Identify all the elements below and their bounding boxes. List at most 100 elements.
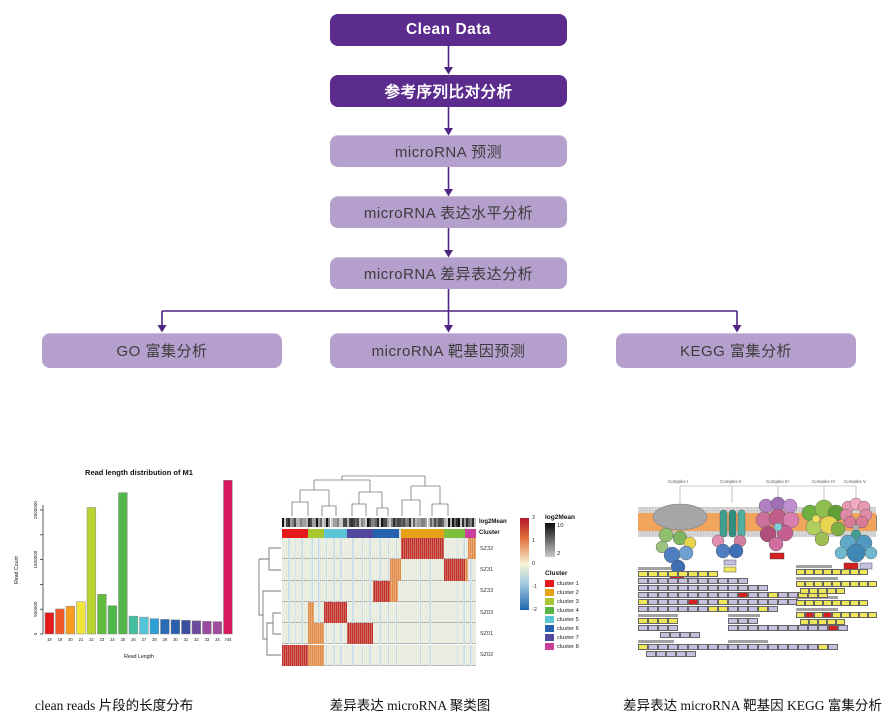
annotation-cell [326,518,329,527]
gene-cell [658,618,668,624]
annotation-cell [471,518,474,527]
bar-28 [149,618,160,635]
log2mean-legend: log2Mean 10 2 [545,514,575,557]
x-tick-label: 30 [173,637,178,642]
gene-cell [805,612,814,618]
gene-cell [686,651,696,657]
y-tick-label: 2500000 [33,501,38,519]
annotation-cell [433,518,436,527]
cluster-legend-label: cluster 3 [557,598,579,605]
gene-cell [698,571,708,577]
cluster-swatch [545,643,554,650]
annotation-cell [348,518,351,527]
annotation-cell [473,518,476,527]
x-tick-label: 31 [184,637,189,642]
x-axis-title: Read Length [124,654,154,660]
gene-cell [800,588,809,594]
gene-cell [859,569,868,575]
gene-cell [814,600,823,606]
colorbar-tick: 1 [532,538,536,544]
gene-cell [668,592,678,598]
gene-cell [688,571,698,577]
x-tick-label: 33 [205,637,210,642]
gene-cell [738,606,748,612]
gene-cell [658,585,668,591]
gene-cell [658,644,668,650]
caption-kegg: 差异表达 microRNA 靶基因 KEGG 富集分析 [623,698,882,713]
gene-cell [758,592,768,598]
bar-22 [86,507,97,635]
cluster-swatch [545,589,554,596]
cluster-legend-label: cluster 5 [557,616,579,623]
x-tick-label: 22 [89,637,94,642]
annotation-cell [316,518,319,527]
gene-cell [796,581,805,587]
gene-cell [809,619,818,625]
bar-31 [181,620,191,635]
row-label-SZ32: SZ32 [480,545,494,552]
gene-cell [648,606,658,612]
cluster-swatch [545,625,554,632]
gene-cell [809,588,818,594]
gene-cell [818,625,828,631]
gene-cell [688,578,698,584]
gene-cell [841,581,850,587]
annotation-cell [429,518,432,527]
annotation-cell [328,518,331,527]
gene-cell [668,599,678,605]
gene-cell [638,606,648,612]
bar-26 [128,615,139,635]
gene-cell [778,592,788,598]
colorbar-tick: -1 [532,584,537,590]
annotation-cell [441,518,444,527]
gene-cell [728,625,738,631]
cluster-swatch [545,634,554,641]
x-tick-label: 24 [110,637,115,642]
gene-cell [796,569,805,575]
gene-cell [668,585,678,591]
gene-cell [768,625,778,631]
annotation-cell [411,518,414,527]
gene-cell [832,600,841,606]
annotation-cell [320,518,323,527]
annotation-cell [451,518,454,527]
row-label-SZ31: SZ31 [480,567,494,573]
gene-cell [668,618,678,624]
flow-node-target-prediction: microRNA 靶基因预测 [330,333,567,368]
arrowhead [444,67,453,75]
gene-cell [818,619,827,625]
gene-cell [778,599,788,605]
cluster-legend-item: cluster 8 [545,642,579,651]
annotation-cell [431,518,434,527]
cluster-legend-label: cluster 4 [557,607,579,614]
gene-cell [758,599,768,605]
annotation-cell [419,518,422,527]
gene-cell [660,632,670,638]
gene-cell [728,644,738,650]
gene-cell [800,619,809,625]
gene-cell [658,592,668,598]
annotation-cell [356,518,359,527]
gene-cell [658,606,668,612]
annotation-cell [374,518,377,527]
annotation-cell [372,518,375,527]
cluster-annotation-segment [323,528,347,538]
gene-cell [718,592,728,598]
gene-cell [868,612,877,618]
gene-cell [638,592,648,598]
figure-read-length-distribution: Read length distribution of M1 0 500000 150… [5,462,245,674]
gene-cell [859,600,868,606]
y-tick-label: 500000 [33,601,38,617]
gene-cell [778,625,788,631]
gene-cell [668,606,678,612]
cluster-legend: Cluster cluster 1 cluster 2 cluster 3 clust… [545,570,579,651]
flow-node-kegg-enrichment: KEGG 富集分析 [616,333,856,368]
gene-cell [814,581,823,587]
gene-cell [768,599,778,605]
bar-18 [44,612,55,635]
gene-cell [718,606,728,612]
log2mean-legend-title: log2Mean [545,514,575,521]
gene-cell [823,600,832,606]
annotation-cell [417,518,420,527]
